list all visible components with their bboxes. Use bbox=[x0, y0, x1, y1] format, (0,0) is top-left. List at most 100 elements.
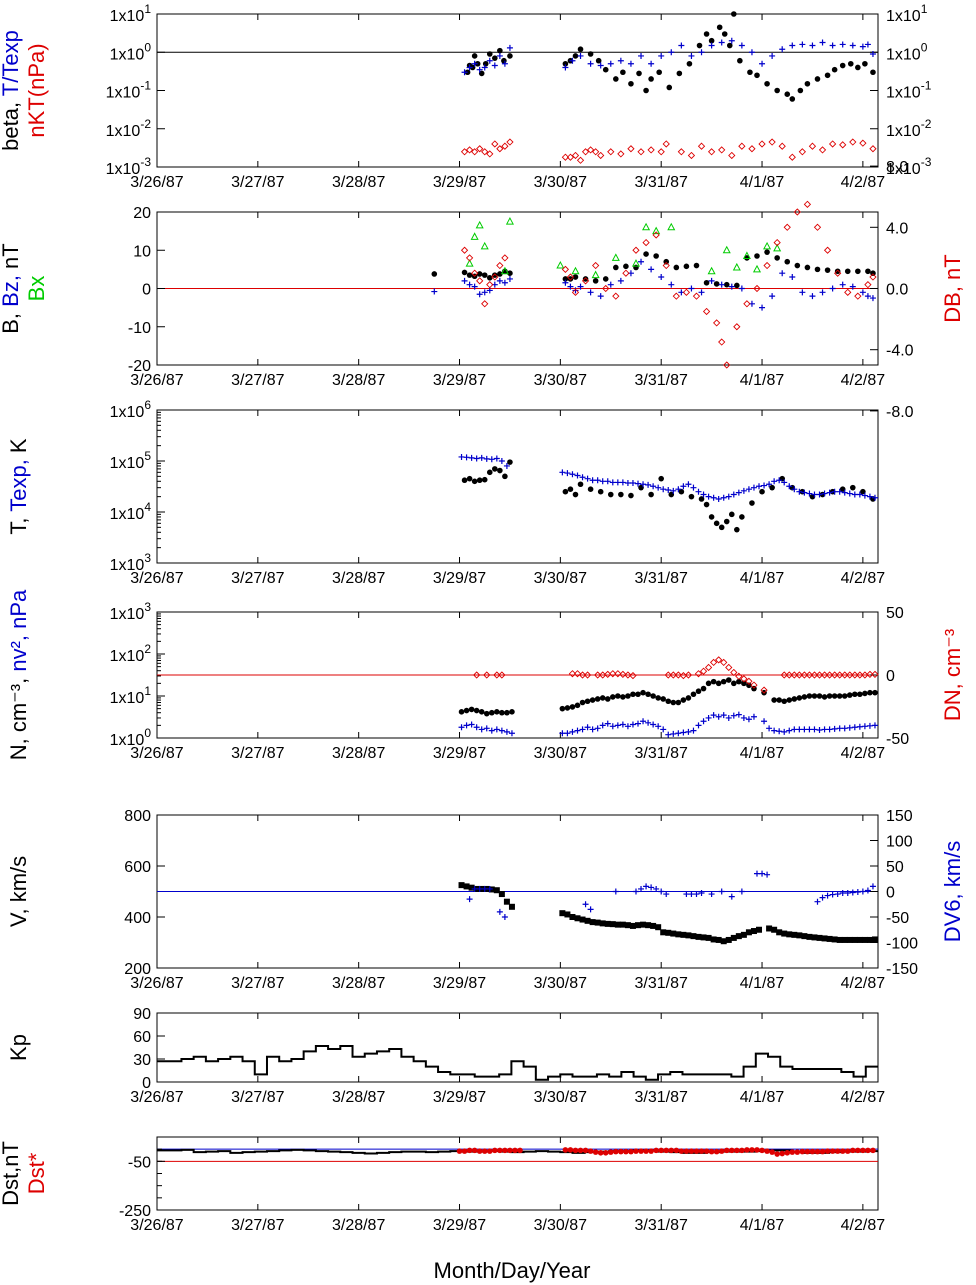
data-point bbox=[801, 489, 808, 496]
data-point bbox=[703, 1148, 710, 1154]
data-point bbox=[614, 670, 622, 678]
data-point bbox=[826, 693, 833, 699]
data-point bbox=[695, 722, 702, 729]
data-point bbox=[745, 677, 753, 685]
data-point bbox=[816, 934, 823, 941]
series-n bbox=[458, 677, 878, 717]
data-point bbox=[713, 520, 720, 527]
data-point bbox=[839, 1148, 846, 1154]
data-point bbox=[806, 726, 813, 733]
data-point bbox=[648, 1148, 654, 1154]
data-point bbox=[496, 145, 504, 153]
y-tick-label: 200 bbox=[124, 961, 151, 978]
data-point bbox=[779, 46, 786, 53]
data-point bbox=[574, 472, 581, 479]
data-point bbox=[836, 693, 843, 699]
data-point bbox=[715, 680, 722, 687]
data-point bbox=[728, 283, 735, 290]
data-point bbox=[708, 891, 715, 898]
data-point bbox=[635, 691, 641, 698]
panel-temp: 3/26/87 3/27/87 3/28/87 3/29/87 3/30/87 3/31/… bbox=[6, 398, 885, 587]
data-point bbox=[486, 469, 493, 476]
data-point bbox=[625, 693, 631, 699]
data-point bbox=[871, 670, 879, 679]
data-point bbox=[723, 281, 730, 288]
data-point bbox=[730, 491, 737, 498]
data-point bbox=[592, 1149, 599, 1155]
data-point bbox=[715, 936, 722, 943]
data-point bbox=[476, 271, 483, 277]
data-point bbox=[781, 479, 788, 486]
data-point bbox=[481, 476, 488, 483]
data-point bbox=[668, 49, 675, 56]
data-point bbox=[839, 62, 846, 69]
data-point bbox=[732, 262, 741, 271]
data-point bbox=[506, 138, 514, 146]
data-point bbox=[786, 697, 793, 703]
data-point bbox=[786, 727, 793, 734]
data-point bbox=[665, 487, 672, 493]
data-point bbox=[718, 39, 725, 46]
data-point bbox=[517, 1147, 523, 1154]
data-point bbox=[801, 726, 808, 733]
data-point bbox=[815, 671, 824, 679]
data-point bbox=[569, 471, 576, 478]
data-point bbox=[650, 922, 657, 929]
data-point bbox=[471, 478, 478, 485]
data-point bbox=[776, 697, 782, 703]
data-point bbox=[502, 1147, 508, 1154]
plot-frame bbox=[156, 13, 879, 168]
data-point bbox=[725, 663, 733, 672]
data-point bbox=[643, 1148, 649, 1154]
data-point bbox=[872, 689, 878, 696]
right-axis-label: DN, cm⁻³ bbox=[940, 629, 965, 721]
data-point bbox=[769, 484, 775, 491]
data-point bbox=[698, 1148, 705, 1154]
data-point bbox=[718, 281, 725, 288]
data-point bbox=[645, 719, 652, 726]
data-point bbox=[740, 487, 747, 494]
data-point bbox=[481, 289, 488, 296]
data-point bbox=[688, 52, 695, 59]
data-point bbox=[758, 140, 766, 148]
data-point bbox=[660, 929, 667, 936]
data-point bbox=[828, 140, 837, 148]
data-point bbox=[707, 148, 716, 156]
x-tick-label: 3/28/87 bbox=[332, 1089, 385, 1106]
data-point bbox=[728, 1147, 735, 1154]
data-point bbox=[675, 699, 682, 706]
data-point bbox=[663, 1147, 670, 1154]
data-point bbox=[652, 231, 660, 239]
data-point bbox=[678, 1148, 685, 1154]
data-point bbox=[831, 488, 838, 495]
data-point bbox=[620, 694, 626, 700]
data-point bbox=[745, 929, 752, 936]
data-point bbox=[594, 671, 602, 679]
x-tick-label: 3/26/87 bbox=[130, 1089, 183, 1106]
panel-kp: 3/26/87 3/27/87 3/28/87 3/29/87 3/30/87 3/31/… bbox=[6, 1006, 885, 1106]
data-point bbox=[799, 1148, 806, 1155]
data-point bbox=[823, 246, 832, 254]
data-point bbox=[821, 694, 828, 700]
data-point bbox=[675, 931, 682, 938]
data-point bbox=[856, 936, 863, 943]
x-tick-label: 3/27/87 bbox=[231, 372, 284, 389]
data-point bbox=[735, 489, 742, 496]
data-point bbox=[458, 882, 465, 889]
data-point bbox=[668, 1147, 675, 1154]
data-point bbox=[657, 148, 665, 156]
series-nkt bbox=[460, 138, 877, 164]
x-tick-label: 3/26/87 bbox=[130, 1217, 183, 1234]
data-point bbox=[574, 727, 581, 734]
data-point bbox=[502, 473, 508, 480]
x-tick-label: 3/30/87 bbox=[534, 745, 587, 762]
x-tick-label: 3/31/87 bbox=[635, 1089, 688, 1106]
data-point bbox=[483, 725, 490, 732]
data-point bbox=[509, 709, 515, 715]
data-point bbox=[471, 269, 479, 277]
data-point bbox=[826, 726, 833, 733]
data-point bbox=[720, 678, 727, 685]
data-point bbox=[759, 304, 766, 311]
data-point bbox=[752, 264, 762, 273]
data-point bbox=[599, 722, 606, 729]
